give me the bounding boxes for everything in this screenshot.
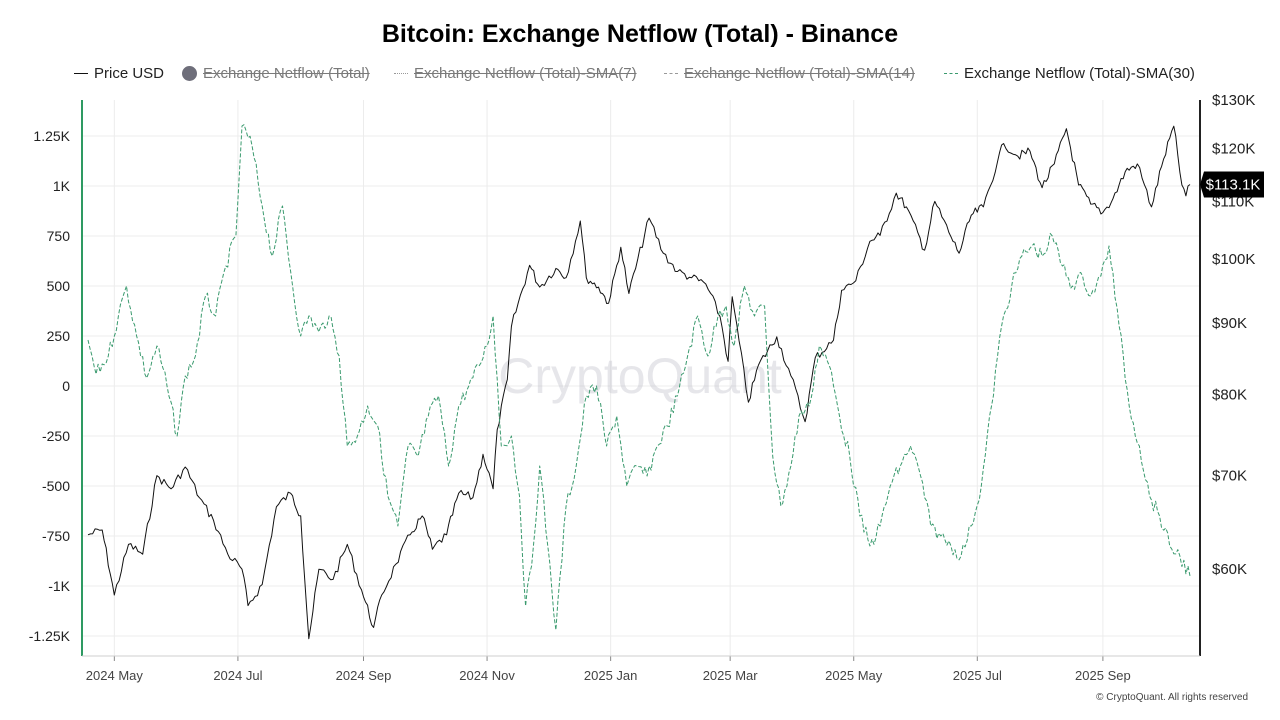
x-axis-tick-label: 2025 Jul	[953, 668, 1002, 683]
right-axis-tick-label: $100K	[1212, 251, 1255, 268]
legend-label: Exchange Netflow (Total)	[203, 64, 370, 82]
legend-item[interactable]: Exchange Netflow (Total)	[182, 62, 370, 84]
left-axis-tick-label: -1.25K	[29, 628, 71, 644]
left-axis-tick-label: 750	[47, 228, 71, 244]
left-axis-tick-label: 500	[47, 278, 71, 294]
legend-swatch	[182, 65, 197, 81]
legend-swatch	[74, 72, 88, 74]
axes-layer: 1.25K 1K 750 500 250 0 -250 -500 -750 -1K -1.25K 20…	[29, 92, 1264, 683]
x-axis-tick-label: 2025 May	[825, 668, 883, 683]
last-price-tag: $113.1K	[1200, 171, 1264, 198]
right-axis-tick-label: $80K	[1212, 387, 1247, 404]
left-axis-tick-label: 1K	[53, 178, 71, 194]
watermark-text: CryptoQuant	[498, 348, 782, 404]
series-layer	[87, 124, 1191, 640]
legend-label: Price USD	[94, 64, 165, 82]
left-axis-tick-label: -250	[42, 428, 70, 444]
right-axis-tick-label: $60K	[1212, 561, 1247, 578]
legend-label: Exchange Netflow (Total)-SMA(14)	[684, 64, 915, 82]
last-price-tag-bg	[1200, 171, 1264, 198]
right-axis-tick-label: $90K	[1212, 315, 1247, 332]
left-axis-tick-label: 0	[62, 378, 70, 394]
price-usd-line	[87, 125, 1191, 640]
left-axis-tick-label: -1K	[48, 578, 70, 594]
x-axis-tick-label: 2024 May	[86, 668, 144, 683]
right-axis-tick-label: $130K	[1212, 92, 1255, 109]
watermark-layer: CryptoQuant	[498, 348, 782, 404]
left-axis-tick-label: -500	[42, 478, 70, 494]
left-axis-tick-label: 1.25K	[33, 128, 70, 144]
copyright-text: © CryptoQuant. All rights reserved	[1096, 692, 1248, 703]
x-axis-tick-label: 2025 Sep	[1075, 668, 1131, 683]
left-axis-tick-label: -750	[42, 528, 70, 544]
x-axis-tick-label: 2024 Sep	[336, 668, 392, 683]
x-axis-tick-label: 2025 Mar	[703, 668, 759, 683]
x-axis-tick-label: 2024 Jul	[213, 668, 262, 683]
legend-swatch	[944, 72, 958, 74]
legend-item[interactable]: Price USD	[74, 62, 164, 84]
left-axis-tick-label: 250	[47, 328, 71, 344]
legend-item[interactable]: Exchange Netflow (Total)-SMA(14)	[664, 62, 915, 84]
right-axis-tick-label: $110K	[1212, 193, 1254, 210]
last-price-tag-label: $113.1K	[1206, 177, 1261, 194]
legend-item[interactable]: Exchange Netflow (Total)-SMA(7)	[394, 62, 637, 84]
legend-label: Exchange Netflow (Total)-SMA(30)	[964, 64, 1195, 82]
legend-item[interactable]: Exchange Netflow (Total)-SMA(30)	[944, 62, 1195, 84]
x-axis-tick-label: 2024 Nov	[459, 668, 515, 683]
legend-swatch	[664, 72, 678, 74]
legend-label: Exchange Netflow (Total)-SMA(7)	[414, 64, 637, 82]
grid-lines	[82, 100, 1200, 656]
netflow-sma30-line	[87, 124, 1191, 631]
chart-title: Bitcoin: Exchange Netflow (Total) - Bina…	[381, 20, 899, 48]
legend-swatch	[394, 72, 408, 74]
chart-legend: Price USD Exchange Netflow (Total) Exchang…	[0, 62, 1280, 84]
right-axis-tick-label: $120K	[1212, 141, 1255, 158]
right-axis-tick-label: $70K	[1212, 468, 1247, 485]
x-axis-tick-label: 2025 Jan	[584, 668, 638, 683]
